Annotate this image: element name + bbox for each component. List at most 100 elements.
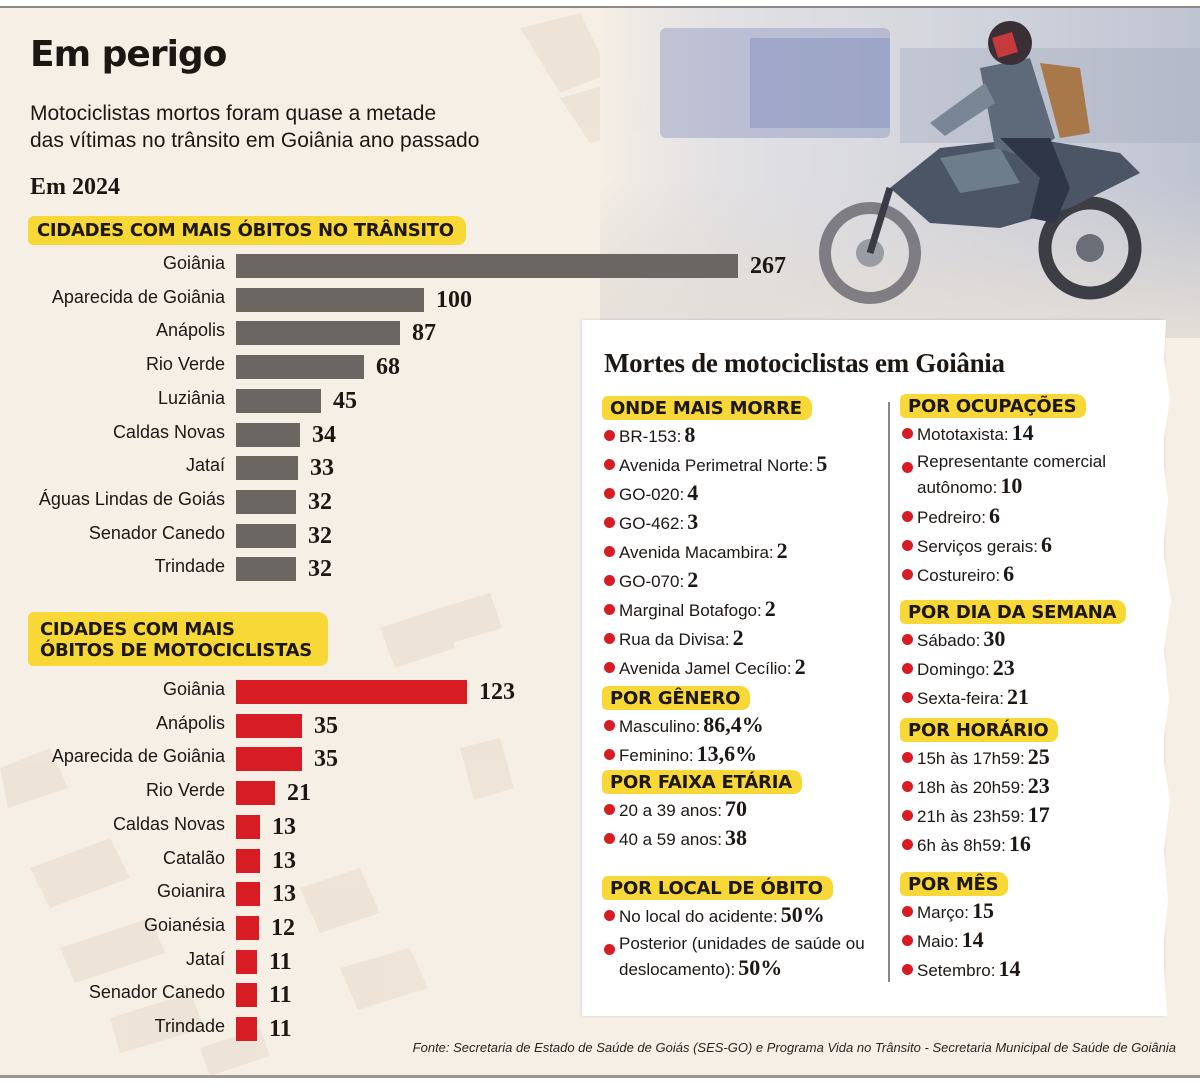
stat-label: Avenida Jamel Cecílio:: [619, 659, 792, 678]
chart-title-line: CIDADES COM MAIS: [40, 619, 235, 640]
motorcyclist-deaths-bar: [236, 747, 302, 772]
bullet-icon: [902, 964, 913, 975]
section-heading: ONDE MAIS MORRE: [602, 396, 812, 420]
stat-item: 21h às 23h59: 17: [900, 801, 1058, 830]
stat-value: 2: [776, 538, 788, 563]
motorcyclist-deaths-value-label: 35: [314, 712, 338, 739]
chart-title-motorcyclist-deaths: CIDADES COM MAIS ÓBITOS DE MOTOCICLISTAS: [28, 612, 328, 666]
traffic-deaths-bar: [236, 422, 300, 447]
section-heading: POR DIA DA SEMANA: [900, 600, 1127, 624]
stat-item: Sexta-feira: 21: [900, 683, 1126, 712]
stat-value: 15: [971, 898, 994, 923]
bullet-icon: [604, 910, 615, 921]
stat-item: Serviços gerais: 6: [900, 531, 1177, 560]
top-rule: [0, 0, 1200, 8]
stat-value: 2: [764, 596, 776, 621]
traffic-deaths-value-label: 32: [308, 522, 332, 549]
motorcyclist-deaths-category-label: Senador Canedo: [88, 982, 225, 1003]
motorcyclist-deaths-category-label: Aparecida de Goiânia: [51, 746, 225, 767]
card-section: POR FAIXA ETÁRIA 20 a 39 anos: 70 40 a 59 a…: [602, 770, 802, 853]
stat-item: Maio: 14: [900, 926, 1020, 955]
infographic: Em perigo Motociclistas mortos foram qua…: [0, 8, 1200, 1076]
stat-label: Domingo:: [917, 660, 990, 679]
stat-item: Marginal Botafogo: 2: [602, 595, 827, 624]
stat-label: Posterior (unidades de saúde ou deslocam…: [619, 934, 865, 979]
motorcyclist-deaths-category-label: Goiânia: [162, 679, 225, 699]
stat-item: Mototaxista: 14: [900, 419, 1177, 448]
bullet-icon: [902, 839, 913, 850]
bullet-icon: [604, 662, 615, 673]
bullet-icon: [604, 749, 615, 760]
stat-value: 6: [988, 503, 1000, 528]
motorcyclist-deaths-value-label: 13: [272, 881, 296, 908]
motorcyclist-deaths-category-label: Catalão: [162, 847, 225, 868]
bullet-icon: [604, 604, 615, 615]
stat-label: Setembro:: [917, 961, 996, 980]
motorcyclist-deaths-bar: [236, 848, 260, 873]
stat-value: 2: [794, 654, 806, 679]
stat-value: 10: [1000, 473, 1023, 498]
section-heading: POR FAIXA ETÁRIA: [602, 770, 802, 794]
stat-value: 3: [687, 509, 699, 534]
motorcyclist-deaths-bar: [236, 949, 257, 974]
bullet-icon: [604, 720, 615, 731]
motorcyclist-deaths-value-label: 123: [479, 679, 515, 705]
bullet-icon: [902, 752, 913, 763]
stat-item: Domingo: 23: [900, 654, 1126, 683]
traffic-deaths-value-label: 33: [310, 455, 334, 482]
motorcyclist-deaths-bar: [236, 814, 260, 839]
motorcyclist-deaths-bar: [236, 781, 275, 806]
bullet-icon: [902, 935, 913, 946]
traffic-deaths-bar: [236, 287, 424, 312]
traffic-deaths-category-label: Águas Lindas de Goiás: [38, 488, 225, 509]
motorcyclist-deaths-category-label: Goianira: [156, 881, 225, 902]
stat-value: 70: [725, 796, 748, 821]
year-label: Em 2024: [30, 174, 120, 200]
stat-value: 14: [961, 927, 984, 952]
traffic-deaths-value-label: 45: [333, 387, 357, 414]
stat-item: GO-020: 4: [602, 479, 827, 508]
stat-value: 21: [1006, 684, 1029, 709]
traffic-deaths-category-label: Anápolis: [155, 320, 225, 341]
stat-value: 16: [1008, 831, 1031, 856]
motorcyclist-deaths-value-label: 13: [272, 847, 296, 874]
traffic-deaths-category-label: Jataí: [185, 455, 225, 476]
stat-label: 18h às 20h59:: [917, 778, 1025, 797]
torn-paper-edge: [1158, 320, 1171, 1016]
stat-value: 50%: [738, 955, 783, 980]
bullet-icon: [604, 944, 615, 955]
stat-item: Março: 15: [900, 897, 1020, 926]
stat-item: 15h às 17h59: 25: [900, 743, 1058, 772]
card-section: POR OCUPAÇÕES Mototaxista: 14 Representante…: [900, 394, 1177, 589]
motorcyclist-deaths-value-label: 11: [269, 948, 292, 975]
stat-label: Feminino:: [619, 746, 694, 765]
bullet-icon: [604, 430, 615, 441]
card-section: POR GÊNERO Masculino: 86,4% Feminino: 13,6%: [602, 686, 764, 769]
card-section: POR DIA DA SEMANA Sábado: 30 Domingo: 23 Sext…: [900, 600, 1127, 712]
stat-item: Pedreiro: 6: [900, 502, 1177, 531]
motorcyclist-deaths-bar: [236, 1017, 257, 1041]
card-section: POR MÊS Março: 15 Maio: 14 Setembro: 14: [900, 872, 1020, 984]
stat-value: 50%: [780, 902, 825, 927]
stat-label: Costureiro:: [917, 566, 1001, 585]
stat-item: Setembro: 14: [900, 955, 1020, 984]
stat-item: 6h às 8h59: 16: [900, 830, 1058, 859]
traffic-deaths-category-label: Aparecida de Goiânia: [51, 286, 225, 307]
traffic-deaths-bar: [236, 557, 296, 582]
stat-label: Sábado:: [917, 631, 981, 650]
column-divider: [888, 402, 890, 982]
stat-value: 13,6%: [696, 741, 758, 766]
chart-title-traffic-deaths: CIDADES COM MAIS ÓBITOS NO TRÂNSITO: [28, 216, 466, 245]
bullet-icon: [902, 634, 913, 645]
stat-item: Avenida Macambira: 2: [602, 537, 827, 566]
stat-label: 6h às 8h59:: [917, 836, 1006, 855]
stat-item: Avenida Jamel Cecílio: 2: [602, 653, 827, 682]
stat-label: Avenida Macambira:: [619, 543, 774, 562]
stat-item: GO-070: 2: [602, 566, 827, 595]
stat-label: Pedreiro:: [917, 508, 986, 527]
stat-value: 5: [816, 451, 828, 476]
motorcyclist-deaths-category-label: Rio Verde: [145, 780, 225, 801]
bullet-icon: [604, 833, 615, 844]
traffic-deaths-value-label: 34: [312, 421, 336, 448]
stat-value: 2: [687, 567, 699, 592]
